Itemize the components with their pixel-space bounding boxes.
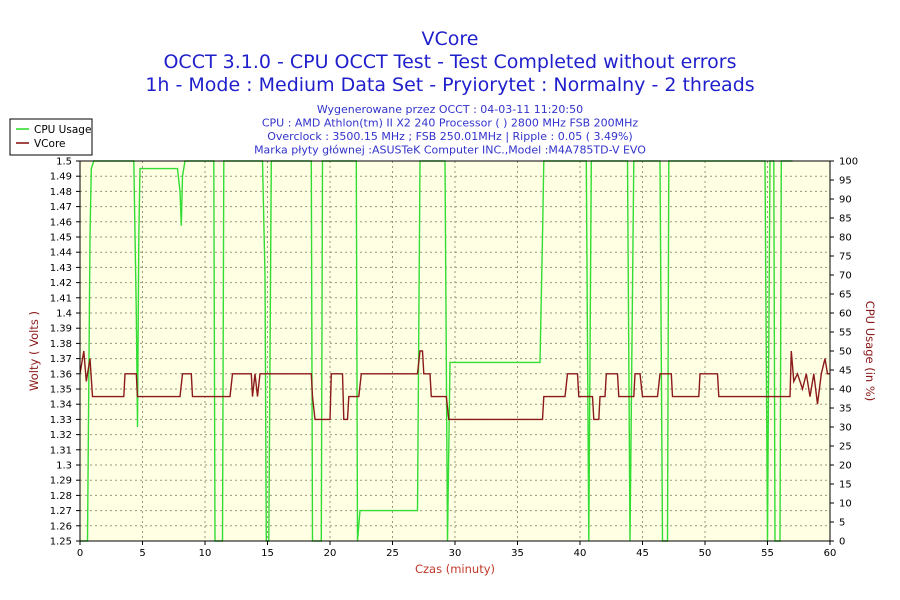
y-left-tick-label: 1.36	[50, 369, 72, 380]
y-left-tick-label: 1.38	[50, 339, 72, 350]
y-left-tick-label: 1.46	[50, 217, 72, 228]
y-left-tick-label: 1.39	[50, 324, 72, 335]
x-axis: 0 5 10 15 20 25 30 35 40 45 50 55 60	[77, 541, 837, 559]
y-right-tick-label: 85	[839, 214, 852, 225]
y-left-tick-label: 1.27	[50, 506, 72, 517]
x-tick-label: 0	[77, 548, 83, 559]
y-left-tick-label: 1.28	[50, 491, 72, 502]
x-tick-label: 50	[699, 548, 712, 559]
y-right-tick-label: 35	[839, 404, 852, 415]
x-tick-label: 10	[199, 548, 212, 559]
y-right-tick-label: 90	[839, 195, 852, 206]
legend-label: VCore	[34, 138, 66, 150]
y-left-tick-label: 1.37	[50, 354, 72, 365]
y-right-tick-label: 25	[839, 442, 852, 453]
x-tick-label: 5	[139, 548, 145, 559]
y-right-tick-label: 80	[839, 233, 852, 244]
x-axis-label: Czas (minuty)	[415, 562, 495, 576]
y-right-tick-label: 55	[839, 328, 852, 339]
x-tick-label: 20	[324, 548, 337, 559]
y-left-tick-label: 1.43	[50, 263, 72, 274]
chart-title-line: VCore	[422, 28, 479, 50]
x-tick-label: 40	[574, 548, 587, 559]
y-left-tick-label: 1.35	[50, 385, 72, 396]
y-axis-right: 0 5 10 15 20 25 30 35 40 45 50 55 60 65 70 75 80 85 90 95 10…	[830, 157, 858, 548]
y-left-tick-label: 1.34	[50, 400, 72, 411]
chart-info-line: Marka płyty głównej :ASUSTeK Computer IN…	[254, 144, 646, 157]
y-left-tick-label: 1.4	[56, 309, 72, 320]
y-right-tick-label: 10	[839, 499, 852, 510]
y-right-tick-label: 100	[839, 157, 858, 168]
y-left-tick-label: 1.41	[50, 293, 72, 304]
y-right-tick-label: 75	[839, 252, 852, 263]
y-axis-left-label: Wolty ( Volts )	[27, 311, 41, 391]
y-left-tick-label: 1.48	[50, 187, 72, 198]
y-left-tick-label: 1.44	[50, 248, 72, 259]
chart-title-line: OCCT 3.1.0 - CPU OCCT Test - Test Comple…	[163, 51, 736, 73]
y-right-tick-label: 50	[839, 347, 852, 358]
chart-title-line: 1h - Mode : Medium Data Set - Pryiorytet…	[145, 74, 754, 96]
chart-info-line: Overclock : 3500.15 MHz ; FSB 250.01MHz …	[267, 130, 632, 143]
y-left-tick-label: 1.26	[50, 521, 72, 532]
chart-info: Wygenerowane przez OCCT : 04-03-11 11:20…	[254, 103, 646, 157]
y-axis-right-label: CPU Usage (in %)	[863, 301, 877, 402]
y-right-tick-label: 5	[839, 518, 845, 529]
y-right-tick-label: 20	[839, 461, 852, 472]
y-left-tick-label: 1.47	[50, 202, 72, 213]
y-right-tick-label: 0	[839, 537, 845, 548]
y-axis-left: 1.25 1.26 1.27 1.28 1.29 1.3 1.31 1.32 1.33 1.34 1…	[50, 157, 80, 548]
y-right-tick-label: 70	[839, 271, 852, 282]
y-left-tick-label: 1.5	[56, 157, 72, 168]
y-left-tick-label: 1.32	[50, 430, 72, 441]
x-tick-label: 55	[761, 548, 774, 559]
x-tick-label: 15	[261, 548, 274, 559]
x-tick-label: 60	[824, 548, 837, 559]
legend: CPU Usage VCore	[9, 118, 93, 156]
legend-label: CPU Usage	[34, 124, 91, 136]
y-right-tick-label: 15	[839, 480, 852, 491]
chart-info-line: Wygenerowane przez OCCT : 04-03-11 11:20…	[317, 103, 583, 116]
y-right-tick-label: 60	[839, 309, 852, 320]
y-left-tick-label: 1.31	[50, 445, 72, 456]
chart-info-line: CPU : AMD Athlon(tm) II X2 240 Processor…	[262, 117, 639, 130]
y-left-tick-label: 1.45	[50, 233, 72, 244]
y-right-tick-label: 95	[839, 176, 852, 187]
y-right-tick-label: 40	[839, 385, 852, 396]
y-left-tick-label: 1.29	[50, 476, 72, 487]
y-left-tick-label: 1.33	[50, 415, 72, 426]
x-tick-label: 35	[511, 548, 524, 559]
y-left-tick-label: 1.42	[50, 278, 72, 289]
y-left-tick-label: 1.49	[50, 172, 72, 183]
series-line-vcore	[80, 350, 830, 421]
x-tick-label: 25	[386, 548, 399, 559]
y-left-tick-label: 1.25	[50, 537, 72, 548]
y-right-tick-label: 65	[839, 290, 852, 301]
y-right-tick-label: 30	[839, 423, 852, 434]
x-tick-label: 45	[636, 548, 649, 559]
y-right-tick-label: 45	[839, 366, 852, 377]
legend-box	[9, 118, 93, 156]
x-tick-label: 30	[449, 548, 462, 559]
y-left-tick-label: 1.3	[56, 461, 72, 472]
